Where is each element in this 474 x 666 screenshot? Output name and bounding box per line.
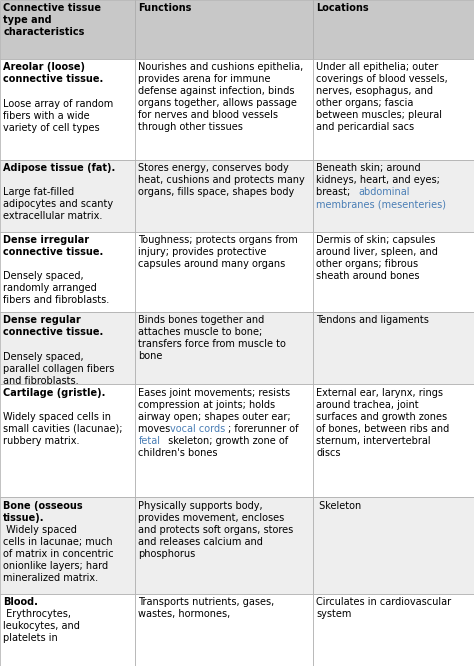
Text: moves: moves [138,424,174,434]
Text: Large fat-filled
adipocytes and scanty
extracellular matrix.: Large fat-filled adipocytes and scanty e… [3,175,113,221]
Text: membranes (mesenteries): membranes (mesenteries) [316,200,446,210]
Text: Adipose tissue (fat).: Adipose tissue (fat). [3,163,116,173]
Bar [313,384,474,498]
Bar [0,384,135,498]
Text: Under all epithelia; outer
coverings of blood vessels,
nerves, esophagus, and
ot: Under all epithelia; outer coverings of … [316,63,448,133]
Bar [135,59,313,160]
Text: Circulates in cardiovascular
system: Circulates in cardiovascular system [316,597,451,619]
Bar [313,312,474,384]
Text: abdominal: abdominal [358,187,410,197]
Bar [0,498,135,594]
Text: Areolar (loose)
connective tissue.: Areolar (loose) connective tissue. [3,63,103,85]
Bar [313,59,474,160]
Bar [0,594,135,666]
Text: compression at joints; holds: compression at joints; holds [138,400,275,410]
Text: Stores energy, conserves body
heat, cushions and protects many
organs, fills spa: Stores energy, conserves body heat, cush… [138,163,305,197]
Text: Widely spaced
cells in lacunae; much
of matrix in concentric
onionlike layers; h: Widely spaced cells in lacunae; much of … [3,525,114,583]
Bar [135,594,313,666]
Bar [0,160,135,232]
Text: Densely spaced,
parallel collagen fibers
and fibroblasts.: Densely spaced, parallel collagen fibers… [3,340,115,386]
Text: External ear, larynx, rings
around trachea, joint
surfaces and growth zones
of b: External ear, larynx, rings around trach… [316,388,449,458]
Text: vocal cords: vocal cords [170,424,225,434]
Text: Bone (osseous
tissue).: Bone (osseous tissue). [3,501,83,523]
Text: breast;: breast; [316,187,354,197]
Text: Dermis of skin; capsules
around liver, spleen, and
other organs; fibrous
sheath : Dermis of skin; capsules around liver, s… [316,235,438,281]
Text: Blood.: Blood. [3,597,38,607]
Bar [313,160,474,232]
Text: Dense irregular
connective tissue.: Dense irregular connective tissue. [3,235,103,257]
Text: Loose array of random
fibers with a wide
variety of cell types: Loose array of random fibers with a wide… [3,87,114,133]
Text: Locations: Locations [316,3,369,13]
Bar [135,0,313,59]
Bar [135,384,313,498]
Bar [0,0,135,59]
Text: Dense regular
connective tissue.: Dense regular connective tissue. [3,316,103,338]
Bar [0,312,135,384]
Text: Skeleton: Skeleton [316,501,361,511]
Bar [135,232,313,312]
Bar [313,594,474,666]
Text: Connective tissue
type and
characteristics: Connective tissue type and characteristi… [3,3,101,37]
Text: Toughness; protects organs from
injury; provides protective
capsules around many: Toughness; protects organs from injury; … [138,235,298,269]
Text: Nourishes and cushions epithelia,
provides arena for immune
defense against infe: Nourishes and cushions epithelia, provid… [138,63,304,133]
Text: fetal: fetal [138,436,160,446]
Text: ; forerunner of: ; forerunner of [228,424,298,434]
Bar [313,0,474,59]
Text: Eases joint movements; resists: Eases joint movements; resists [138,388,291,398]
Text: Densely spaced,
randomly arranged
fibers and fibroblasts.: Densely spaced, randomly arranged fibers… [3,260,109,306]
Bar [0,59,135,160]
Text: Binds bones together and
attaches muscle to bone;
transfers force from muscle to: Binds bones together and attaches muscle… [138,316,286,362]
Text: skeleton; growth zone of: skeleton; growth zone of [164,436,288,446]
Text: children's bones: children's bones [138,448,218,458]
Text: Functions: Functions [138,3,192,13]
Bar [313,498,474,594]
Bar [135,312,313,384]
Text: Erythrocytes,
leukocytes, and
platelets in: Erythrocytes, leukocytes, and platelets … [3,609,80,643]
Text: kidneys, heart, and eyes;: kidneys, heart, and eyes; [316,175,440,185]
Bar [313,232,474,312]
Text: Cartilage (gristle).: Cartilage (gristle). [3,388,106,398]
Text: Beneath skin; around: Beneath skin; around [316,163,421,173]
Text: Transports nutrients, gases,
wastes, hormones,: Transports nutrients, gases, wastes, hor… [138,597,274,619]
Text: airway open; shapes outer ear;: airway open; shapes outer ear; [138,412,291,422]
Text: Widely spaced cells in
small cavities (lacunae);
rubbery matrix.: Widely spaced cells in small cavities (l… [3,400,123,446]
Text: Physically supports body,
provides movement, encloses
and protects soft organs, : Physically supports body, provides movem… [138,501,294,559]
Bar [135,498,313,594]
Bar [0,232,135,312]
Text: Tendons and ligaments: Tendons and ligaments [316,316,429,326]
Bar [135,160,313,232]
